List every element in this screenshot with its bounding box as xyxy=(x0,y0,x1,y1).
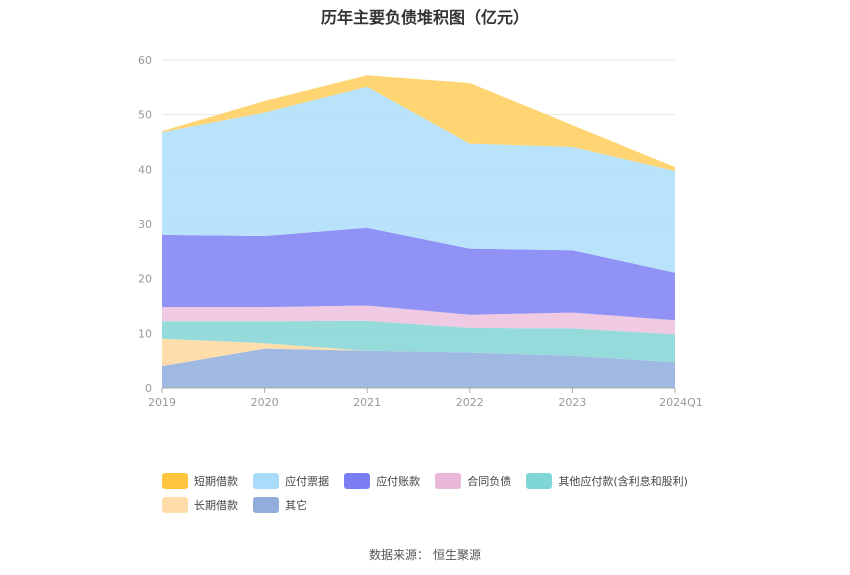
x-tick-label: 2019 xyxy=(148,396,176,409)
legend: 短期借款 应付票据 应付账款 合同负债 其他应付款(含利息和股利) 长期借款 其… xyxy=(162,472,722,520)
legend-item-short-term-loans[interactable]: 短期借款 xyxy=(162,472,238,490)
legend-swatch xyxy=(162,473,188,489)
legend-item-others[interactable]: 其它 xyxy=(253,496,307,514)
axes: 0 10 20 30 40 50 60 2019 2020 2021 2022 2023 2024Q1 xyxy=(138,54,703,409)
legend-swatch xyxy=(253,497,280,513)
area-series-长期借款 xyxy=(162,338,675,367)
legend-item-long-term-loans[interactable]: 长期借款 xyxy=(162,496,238,514)
stacked-area-chart: 0 10 20 30 40 50 60 2019 2020 2021 2022 2023 2024Q1 xyxy=(138,54,703,409)
legend-swatch xyxy=(526,473,553,489)
legend-label: 其他应付款(含利息和股利) xyxy=(558,475,688,488)
y-tick-label: 0 xyxy=(145,382,152,395)
area-series-短期借款 xyxy=(162,75,675,171)
y-tick-label: 60 xyxy=(138,54,152,67)
y-tick-label: 20 xyxy=(138,273,152,286)
data-source: 数据来源： 恒生聚源 xyxy=(0,546,850,563)
area-series-其它 xyxy=(162,348,675,388)
legend-swatch xyxy=(344,473,371,489)
legend-swatch xyxy=(435,473,462,489)
legend-label: 其它 xyxy=(285,499,308,512)
legend-label: 短期借款 xyxy=(194,475,238,488)
chart-title: 历年主要负债堆积图（亿元） xyxy=(320,8,529,27)
y-tick-label: 10 xyxy=(138,327,152,340)
y-tick-label: 30 xyxy=(138,218,152,231)
area-series-应付账款 xyxy=(162,227,675,321)
area-series xyxy=(162,75,675,388)
area-series-合同负债 xyxy=(162,305,675,335)
legend-label: 长期借款 xyxy=(194,499,238,512)
area-series-应付票据 xyxy=(162,86,675,273)
x-tick-label: 2022 xyxy=(456,396,484,409)
y-tick-label: 50 xyxy=(138,109,152,122)
x-tick-label: 2024Q1 xyxy=(659,396,703,409)
source-name: 恒生聚源 xyxy=(433,548,482,562)
legend-label: 合同负债 xyxy=(467,475,512,488)
legend-item-accounts-payable[interactable]: 应付账款 xyxy=(344,472,420,490)
x-tick-label: 2023 xyxy=(558,396,586,409)
x-tick-label: 2020 xyxy=(251,396,279,409)
legend-item-contract-liabilities[interactable]: 合同负债 xyxy=(435,472,511,490)
legend-item-notes-payable[interactable]: 应付票据 xyxy=(253,472,329,490)
legend-label: 应付账款 xyxy=(376,475,421,488)
y-tick-label: 40 xyxy=(138,163,152,176)
source-label: 数据来源： xyxy=(368,548,429,562)
legend-label: 应付票据 xyxy=(285,475,330,488)
legend-item-other-payables[interactable]: 其他应付款(含利息和股利) xyxy=(526,472,688,490)
area-series-其他应付款(含利息和股利) xyxy=(162,320,675,363)
x-tick-label: 2021 xyxy=(353,396,381,409)
legend-swatch xyxy=(162,497,188,513)
legend-swatch xyxy=(253,473,280,489)
